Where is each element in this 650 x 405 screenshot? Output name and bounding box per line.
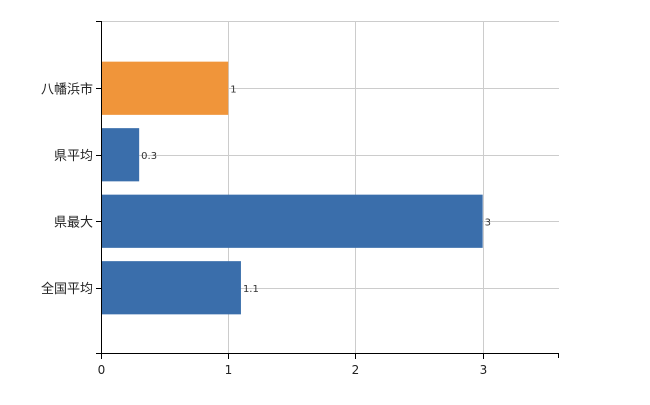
- category-label-2: 県最大: [54, 215, 93, 230]
- data-label-2: 3: [485, 217, 491, 228]
- data-label-0: 1: [230, 84, 236, 95]
- x-tick-label-2: 2: [352, 363, 360, 377]
- data-label-3: 1.1: [243, 284, 259, 295]
- x-tick-label-3: 3: [480, 363, 488, 377]
- bar-3: [101, 261, 241, 315]
- labels: 1 八幡浜市 0.3 県平均 3 県最大 1.1 全国平均 0 1 2 3: [41, 81, 491, 377]
- x-tick-label-0: 0: [98, 363, 106, 377]
- x-tick-label-1: 1: [225, 363, 233, 377]
- bars: [101, 61, 483, 315]
- category-label-1: 県平均: [54, 149, 93, 164]
- bar-0: [101, 61, 229, 115]
- data-label-1: 0.3: [141, 151, 157, 162]
- category-label-0: 八幡浜市: [41, 81, 93, 97]
- bar-2: [101, 194, 483, 248]
- bar-1: [101, 128, 140, 182]
- category-label-3: 全国平均: [41, 281, 93, 297]
- axes: [96, 21, 559, 359]
